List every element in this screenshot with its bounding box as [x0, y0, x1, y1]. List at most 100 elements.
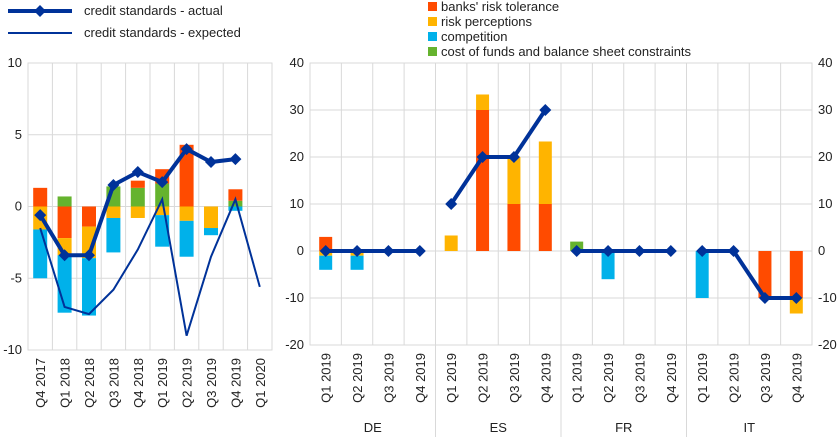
right-bar-it-competition — [695, 251, 709, 298]
left-bar-risk-perceptions — [130, 206, 145, 218]
actual-point-marker — [539, 104, 552, 116]
right-x-tick-label: Q1 2019 — [444, 353, 459, 403]
left-bar-banks-risk-tolerance — [57, 206, 72, 239]
right-y-tick-label-right: 30 — [818, 102, 832, 117]
group-label-it: IT — [743, 420, 755, 435]
legend-label-risk-perceptions: risk perceptions — [441, 14, 533, 29]
line-credit-standards-expected — [39, 196, 261, 336]
left-bar-cost-of-funds — [228, 200, 243, 207]
group-label-es: ES — [490, 420, 508, 435]
left-y-tick-label: 5 — [15, 127, 22, 142]
right-x-tick-label: Q1 2019 — [570, 353, 585, 403]
right-x-tick-label: Q1 2019 — [695, 353, 710, 403]
right-x-tick-label: Q2 2019 — [601, 353, 616, 403]
legend-swatch-risk-perceptions — [428, 17, 437, 26]
right-x-tick-label: Q3 2019 — [507, 353, 522, 403]
right-bar-fr-competition — [601, 251, 615, 280]
legend-swatch-cost-of-funds — [428, 47, 437, 56]
right-y-tick-label-left: 40 — [290, 55, 304, 70]
right-bar-es-risk-perceptions — [476, 94, 490, 110]
right-bar-de-banks-risk-tolerance — [319, 236, 333, 251]
right-x-tick-label: Q3 2019 — [632, 353, 647, 403]
actual-point-marker — [570, 245, 583, 257]
legend-swatch-competition — [428, 32, 437, 41]
right-x-tick-label: Q2 2019 — [476, 353, 491, 403]
right-y-tick-label-right: 10 — [818, 196, 832, 211]
right-panel: -20 -20 -10 -10 0 0 10 10 20 20 30 30 40 40 Q1 2019 Q2 … — [285, 55, 837, 437]
actual-point-marker — [790, 292, 803, 304]
left-bar-competition — [33, 229, 48, 279]
actual-point-marker — [205, 156, 217, 169]
left-bar-cost-of-funds — [155, 183, 170, 207]
right-bar-es-risk-perceptions — [507, 157, 521, 204]
left-y-tick-label: -5 — [10, 270, 22, 285]
left-bar-competition — [106, 217, 121, 253]
legend: credit standards - actual credit standard… — [8, 0, 692, 59]
right-bar-it-risk-perceptions — [789, 298, 803, 314]
left-x-tick-label: Q3 2018 — [106, 358, 121, 408]
left-x-tick-label: Q1 2020 — [253, 358, 268, 408]
left-bar-banks-risk-tolerance — [228, 189, 243, 201]
left-bar-banks-risk-tolerance — [179, 144, 194, 207]
left-bar-cost-of-funds — [57, 196, 72, 207]
right-y-tick-label-right: -20 — [818, 337, 837, 352]
right-x-tick-label: Q4 2019 — [413, 353, 428, 403]
right-bar-it-banks-risk-tolerance — [789, 251, 803, 298]
actual-point-marker — [445, 198, 458, 210]
left-x-tick-label: Q4 2017 — [33, 358, 48, 408]
left-bar-competition — [228, 206, 243, 211]
right-y-tick-label-right: 40 — [818, 55, 832, 70]
right-bar-es-banks-risk-tolerance — [538, 204, 552, 251]
left-bar-risk-perceptions — [106, 206, 121, 218]
right-bar-es-banks-risk-tolerance — [507, 204, 521, 251]
left-bar-cost-of-funds — [130, 187, 145, 207]
left-x-tick-label: Q3 2019 — [204, 358, 219, 408]
legend-label-competition: competition — [441, 29, 507, 44]
actual-point-marker — [83, 249, 95, 262]
legend-actual-label: credit standards - actual — [84, 3, 223, 18]
right-bar-de-competition — [319, 255, 333, 270]
actual-point-marker — [727, 245, 740, 257]
actual-point-marker — [58, 249, 71, 262]
actual-point-marker — [107, 178, 120, 191]
legend-label-banks-risk-tolerance: banks' risk tolerance — [441, 0, 559, 14]
right-y-tick-label-left: -10 — [285, 290, 304, 305]
right-y-tick-label-left: 0 — [297, 243, 304, 258]
right-x-tick-label: Q2 2019 — [727, 353, 742, 403]
actual-point-marker — [696, 245, 709, 257]
left-x-tick-label: Q1 2019 — [155, 358, 170, 408]
left-bar-competition — [204, 228, 218, 236]
actual-point-marker — [602, 245, 615, 257]
left-bar-competition — [82, 258, 96, 316]
group-label-fr: FR — [615, 420, 632, 435]
legend-label-cost-of-funds: cost of funds and balance sheet constrai… — [441, 44, 692, 59]
actual-point-marker — [413, 245, 426, 257]
legend-swatch-banks-risk-tolerance — [428, 2, 437, 11]
right-bar-es-risk-perceptions — [538, 141, 552, 204]
actual-point-marker — [476, 151, 489, 163]
right-y-tick-label-left: 10 — [290, 196, 304, 211]
left-bar-risk-perceptions — [155, 206, 170, 216]
right-y-tick-label-right: -10 — [818, 290, 837, 305]
right-x-tick-label: Q3 2019 — [381, 353, 396, 403]
right-y-tick-label-left: -20 — [285, 337, 304, 352]
group-label-de: DE — [364, 420, 382, 435]
actual-point-marker — [351, 245, 364, 257]
right-y-tick-label-right: 20 — [818, 149, 832, 164]
right-bar-de-competition — [350, 255, 364, 270]
actual-point-marker — [664, 245, 677, 257]
line-actual-it — [702, 249, 797, 300]
right-x-tick-label: Q3 2019 — [758, 353, 773, 403]
left-bar-banks-risk-tolerance — [33, 187, 48, 207]
line-actual-es — [449, 108, 547, 206]
left-x-tick-label: Q2 2018 — [82, 358, 97, 408]
legend-expected-label: credit standards - expected — [84, 25, 241, 40]
left-x-tick-label: Q2 2019 — [180, 358, 195, 408]
left-panel: -10 -5 0 5 10 Q4 2017 Q1 2018 Q2 2018 Q3 2018 Q4 … — [3, 55, 273, 408]
right-x-tick-label: Q4 2019 — [789, 353, 804, 403]
actual-point-marker — [131, 166, 144, 179]
right-bar-it-banks-risk-tolerance — [758, 251, 772, 298]
actual-point-marker — [758, 292, 771, 304]
right-x-tick-label: Q1 2019 — [319, 353, 334, 403]
